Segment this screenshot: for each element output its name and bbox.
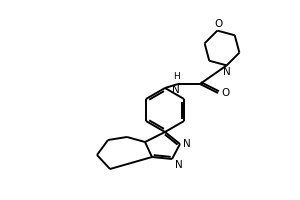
Text: N: N	[175, 160, 183, 170]
Text: N: N	[183, 139, 191, 149]
Text: N: N	[223, 67, 230, 77]
Text: H: H	[172, 72, 179, 81]
Text: O: O	[221, 88, 229, 98]
Text: O: O	[214, 19, 223, 29]
Text: N: N	[172, 85, 180, 95]
